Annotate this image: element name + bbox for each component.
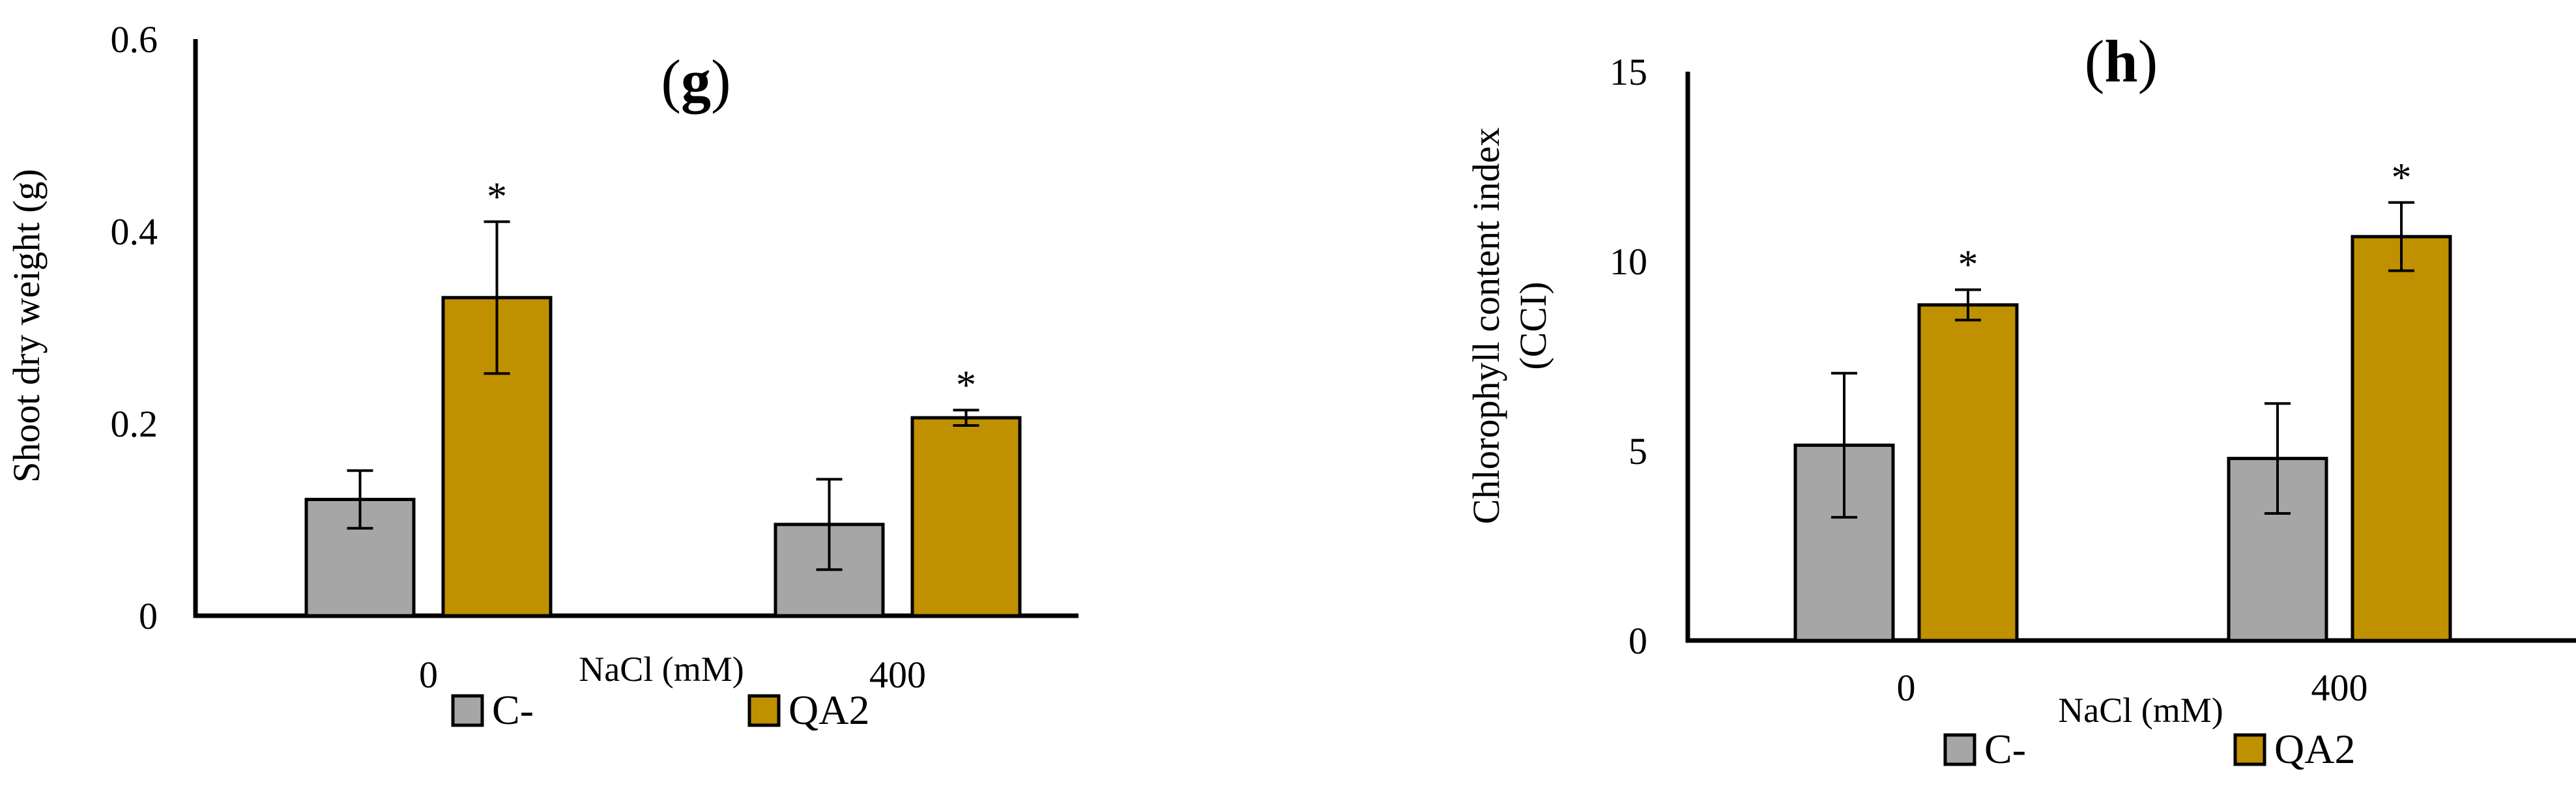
significance-star: * bbox=[956, 363, 976, 407]
x-tick-label: 0 bbox=[419, 654, 438, 696]
y-tick-label: 0.2 bbox=[111, 403, 158, 445]
panel-title: (h) bbox=[2085, 28, 2158, 94]
legend-label: C- bbox=[492, 687, 534, 733]
x-tick-label: 400 bbox=[869, 654, 926, 696]
y-tick-label: 0 bbox=[139, 595, 158, 637]
legend-swatch bbox=[747, 694, 781, 727]
x-axis-label: NaCl (mM) bbox=[579, 650, 744, 689]
chart-panel-g: 0 0.2 0.4 0.6 * * 0 400 NaCl (mM) (g) Shoot dry we… bbox=[5, 18, 1078, 733]
x-tick-label: 400 bbox=[2311, 667, 2368, 709]
significance-star: * bbox=[1958, 243, 1978, 287]
legend-swatch bbox=[1943, 733, 1976, 766]
x-axis-label: NaCl (mM) bbox=[2058, 691, 2223, 730]
y-axis-label: Chlorophyll content index (CCI) bbox=[1465, 128, 1554, 525]
chart-panel-h: 0 5 10 15 * * 0 400 NaCl (mM) (h) Chlorophyll cont… bbox=[1465, 28, 2576, 772]
y-tick-label: 0.4 bbox=[111, 210, 158, 253]
bar-qa2-400 bbox=[2351, 235, 2452, 642]
y-axis-label-line: (CCI) bbox=[1512, 281, 1554, 369]
bar-qa2-400 bbox=[910, 416, 1022, 618]
y-tick-label: 10 bbox=[1610, 240, 1647, 283]
legend-label: QA2 bbox=[2274, 726, 2355, 772]
legend-swatch bbox=[2233, 733, 2266, 766]
y-tick-label: 0 bbox=[1628, 620, 1647, 662]
y-axis-label: Shoot dry weight (g) bbox=[5, 169, 48, 483]
panel-title: (g) bbox=[661, 48, 731, 114]
legend-swatch bbox=[451, 694, 484, 727]
x-tick-label: 0 bbox=[1897, 667, 1916, 709]
significance-star: * bbox=[487, 175, 507, 219]
y-tick-label: 15 bbox=[1610, 51, 1647, 93]
y-tick-label: 5 bbox=[1628, 430, 1647, 472]
y-tick-label: 0.6 bbox=[111, 18, 158, 61]
y-axis-label-line: Chlorophyll content index bbox=[1465, 128, 1507, 525]
bar-qa2-0 bbox=[1917, 303, 2019, 642]
legend-label: C- bbox=[1984, 726, 2026, 772]
legend-label: QA2 bbox=[789, 687, 869, 733]
significance-star: * bbox=[2392, 156, 2412, 200]
bar-c-400 bbox=[774, 523, 885, 618]
